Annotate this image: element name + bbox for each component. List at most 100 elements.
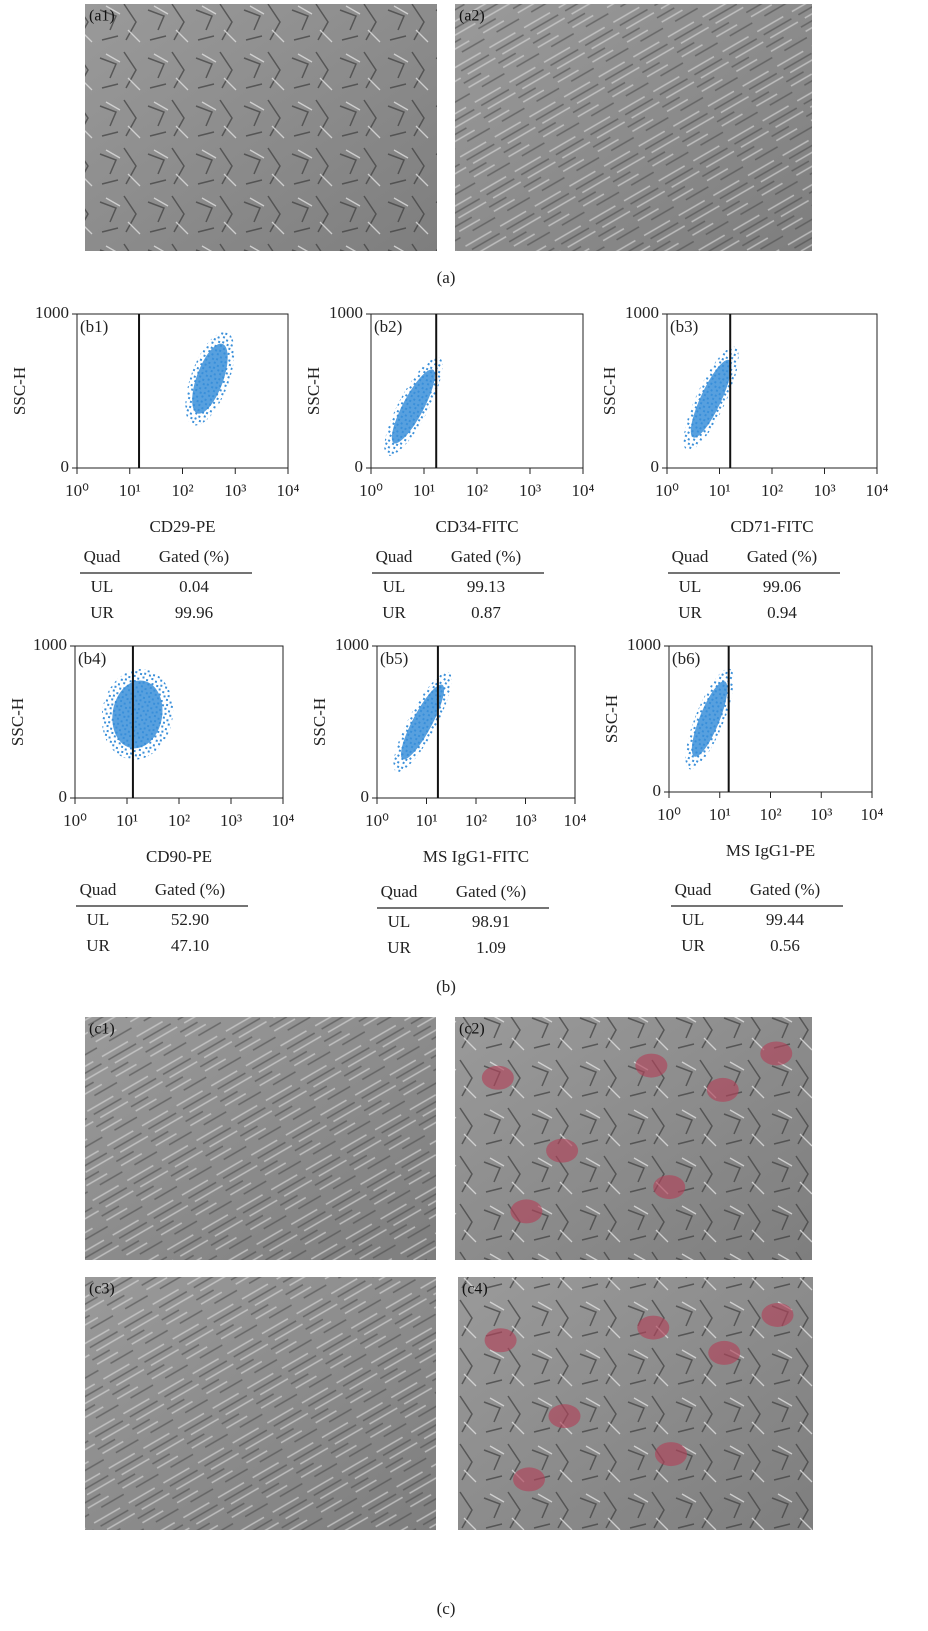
x-tick-label: 10¹ bbox=[709, 805, 731, 824]
x-tick-label: 10² bbox=[168, 811, 190, 830]
y-axis-label: SSC-H bbox=[8, 698, 27, 746]
y-tick-label: 0 bbox=[355, 457, 364, 476]
table-cell: 0.04 bbox=[179, 577, 209, 596]
table-cell: 99.06 bbox=[763, 577, 801, 596]
x-tick-label: 10⁰ bbox=[657, 805, 681, 824]
x-tick-label: 10⁰ bbox=[365, 811, 389, 830]
table-cell: UL bbox=[679, 577, 702, 596]
x-tick-label: 10¹ bbox=[119, 481, 141, 500]
x-tick-label: 10³ bbox=[813, 481, 835, 500]
y-tick-label: 1000 bbox=[35, 303, 69, 322]
y-tick-label: 0 bbox=[361, 787, 370, 806]
x-tick-label: 10⁴ bbox=[866, 481, 889, 500]
table-cell: 98.91 bbox=[472, 912, 510, 931]
plot-frame bbox=[76, 313, 289, 469]
x-tick-label: 10⁴ bbox=[564, 811, 587, 830]
table-cell: UR bbox=[86, 936, 110, 955]
table-cell: UL bbox=[682, 910, 705, 929]
table-cell: UR bbox=[681, 936, 705, 955]
event-core bbox=[691, 681, 728, 757]
table-header: Quad bbox=[80, 880, 117, 899]
event-core bbox=[400, 684, 445, 760]
plot-label: (b6) bbox=[672, 649, 700, 668]
image-texture bbox=[85, 4, 437, 251]
x-axis-label: MS IgG1-FITC bbox=[423, 847, 529, 866]
table-cell: UR bbox=[382, 603, 406, 622]
table-cell: 47.10 bbox=[171, 936, 209, 955]
image-label: (c1) bbox=[89, 1021, 115, 1038]
y-tick-label: 0 bbox=[59, 787, 68, 806]
stain bbox=[706, 1077, 739, 1102]
stain bbox=[760, 1041, 793, 1066]
y-axis-label: SSC-H bbox=[10, 367, 29, 415]
micrograph: (a2) bbox=[455, 4, 812, 251]
image-texture bbox=[85, 1277, 436, 1530]
table-header: Gated (%) bbox=[747, 547, 817, 566]
x-tick-label: 10⁰ bbox=[359, 481, 383, 500]
stain bbox=[481, 1065, 514, 1090]
x-tick-label: 10⁴ bbox=[277, 481, 300, 500]
flow-plot: 10⁰ 10¹ 10² 10³ 10⁴ 0 1000 (b3) SSC-H CD71-FITC Qu… bbox=[600, 303, 889, 622]
table-header: Quad bbox=[675, 880, 712, 899]
table-header: Gated (%) bbox=[155, 880, 225, 899]
x-tick-label: 10⁴ bbox=[572, 481, 595, 500]
flow-plot: 10⁰ 10¹ 10² 10³ 10⁴ 0 1000 (b5) SSC-H MS IgG1-FIT… bbox=[310, 635, 587, 957]
table-header: Quad bbox=[376, 547, 413, 566]
stain bbox=[546, 1138, 579, 1163]
x-tick-label: 10² bbox=[465, 811, 487, 830]
x-axis-label: MS IgG1-PE bbox=[726, 841, 815, 860]
stain bbox=[708, 1340, 741, 1365]
y-tick-label: 1000 bbox=[329, 303, 363, 322]
x-tick-label: 10¹ bbox=[708, 481, 730, 500]
y-tick-label: 0 bbox=[653, 781, 662, 800]
table-cell: UL bbox=[91, 577, 114, 596]
stain bbox=[513, 1467, 545, 1492]
table-header: Gated (%) bbox=[159, 547, 229, 566]
table-header: Gated (%) bbox=[451, 547, 521, 566]
plot-label: (b4) bbox=[78, 649, 106, 668]
x-axis-label: CD29-PE bbox=[149, 517, 215, 536]
table-cell: 0.87 bbox=[471, 603, 501, 622]
table-header: Quad bbox=[84, 547, 121, 566]
table-header: Gated (%) bbox=[456, 882, 526, 901]
x-tick-label: 10² bbox=[171, 481, 193, 500]
table-cell: UL bbox=[87, 910, 110, 929]
flow-plot: 10⁰ 10¹ 10² 10³ 10⁴ 0 1000 (b4) SSC-H CD90-PE Quad… bbox=[8, 635, 295, 955]
image-label: (a1) bbox=[89, 8, 115, 25]
plot-label: (b1) bbox=[80, 317, 108, 336]
table-header: Quad bbox=[381, 882, 418, 901]
y-axis-label: SSC-H bbox=[600, 367, 619, 415]
caption: (c) bbox=[437, 1599, 456, 1618]
y-axis-label: SSC-H bbox=[310, 698, 329, 746]
table-cell: 0.94 bbox=[767, 603, 797, 622]
table-header: Gated (%) bbox=[750, 880, 820, 899]
x-axis-label: CD71-FITC bbox=[730, 517, 813, 536]
x-tick-label: 10² bbox=[466, 481, 488, 500]
y-tick-label: 1000 bbox=[627, 635, 661, 654]
flow-plot: 10⁰ 10¹ 10² 10³ 10⁴ 0 1000 (b2) SSC-H CD34-FITC Qu… bbox=[304, 303, 595, 622]
x-tick-label: 10³ bbox=[810, 805, 832, 824]
event-core bbox=[192, 343, 228, 414]
micrograph: (c2) bbox=[455, 1017, 812, 1260]
x-tick-label: 10¹ bbox=[413, 481, 435, 500]
x-tick-label: 10⁰ bbox=[63, 811, 87, 830]
micrograph: (c3) bbox=[85, 1277, 436, 1530]
caption: (b) bbox=[436, 977, 456, 996]
table-cell: UR bbox=[387, 938, 411, 957]
x-tick-label: 10² bbox=[761, 481, 783, 500]
x-tick-label: 10⁴ bbox=[272, 811, 295, 830]
x-axis-label: CD34-FITC bbox=[435, 517, 518, 536]
table-cell: UL bbox=[383, 577, 406, 596]
event-core bbox=[690, 359, 732, 438]
table-cell: UR bbox=[90, 603, 114, 622]
x-tick-label: 10⁰ bbox=[65, 481, 89, 500]
x-tick-label: 10⁰ bbox=[655, 481, 679, 500]
y-tick-label: 0 bbox=[61, 457, 70, 476]
stain bbox=[637, 1315, 670, 1340]
image-label: (c2) bbox=[459, 1021, 485, 1038]
x-tick-label: 10² bbox=[759, 805, 781, 824]
table-cell: 0.56 bbox=[770, 936, 800, 955]
plot-label: (b2) bbox=[374, 317, 402, 336]
